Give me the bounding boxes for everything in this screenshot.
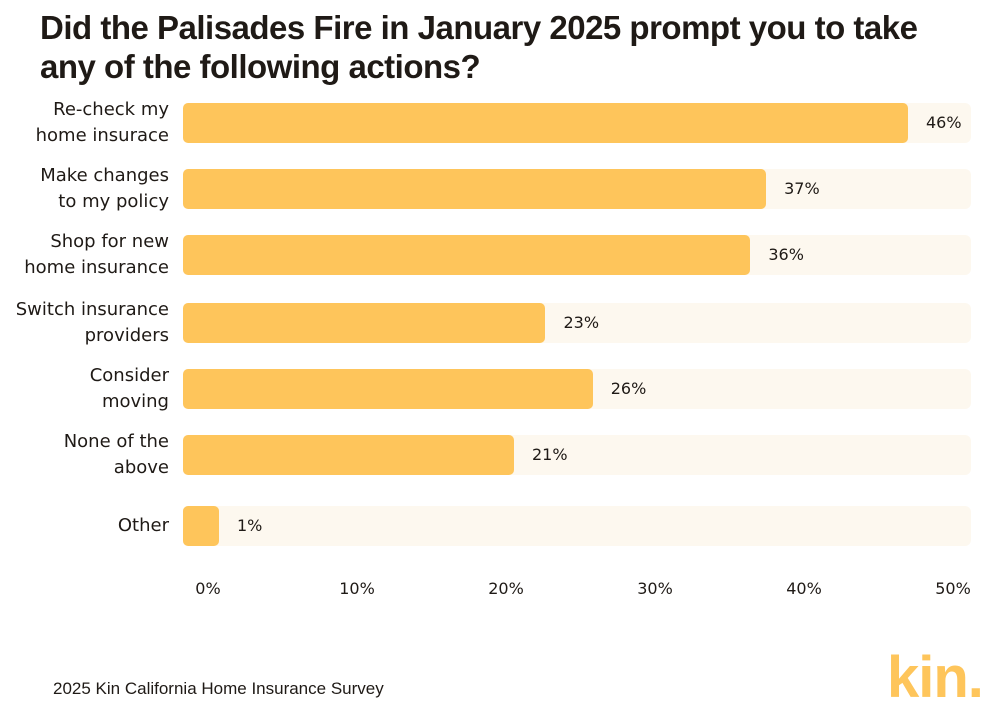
- x-tick-label: 0%: [195, 579, 221, 598]
- category-label: Re-check my home insurace: [0, 97, 169, 149]
- bar-track: [183, 506, 971, 546]
- category-label: Make changes to my policy: [0, 163, 169, 215]
- category-label-line: Consider: [89, 365, 169, 386]
- value-label: 36%: [768, 245, 804, 264]
- bar: [183, 506, 219, 546]
- category-label-line: Other: [117, 515, 169, 536]
- category-label-line: Shop for new: [50, 231, 169, 252]
- category-label-line: None of the: [63, 431, 169, 452]
- category-label-line: Switch insurance: [15, 299, 169, 320]
- value-label: 46%: [925, 113, 962, 132]
- x-tick-label: 30%: [637, 579, 673, 598]
- bar: [183, 369, 593, 409]
- value-label: 1%: [237, 516, 263, 535]
- category-label-line: moving: [101, 391, 169, 412]
- category-label: Shop for new home insurance: [0, 229, 169, 281]
- kin-logo: kin.: [887, 645, 984, 710]
- category-label-line: Re-check my: [53, 99, 169, 120]
- value-label: 37%: [784, 179, 820, 198]
- source-note: 2025 Kin California Home Insurance Surve…: [53, 679, 384, 698]
- category-label: Consider moving: [0, 363, 169, 415]
- category-label: None of the above: [0, 429, 169, 481]
- category-label-line: home insurance: [24, 257, 169, 278]
- bar: [183, 435, 514, 475]
- bar: [183, 169, 767, 209]
- category-label-line: home insurace: [35, 125, 169, 146]
- category-label-line: to my policy: [58, 191, 169, 212]
- category-label-line: providers: [84, 325, 169, 346]
- category-label-line: above: [113, 457, 169, 478]
- chart-title: Did the Palisades Fire in January 2025 p…: [40, 9, 918, 85]
- bar: [183, 235, 751, 275]
- value-label: 23%: [563, 313, 600, 332]
- category-label-line: Make changes: [40, 165, 169, 186]
- x-tick-label: 20%: [488, 579, 524, 598]
- x-tick-label: 10%: [339, 579, 375, 598]
- value-label: 26%: [610, 379, 647, 398]
- x-tick-label: 40%: [786, 579, 822, 598]
- x-tick-label: 50%: [935, 579, 971, 598]
- category-label: Switch insurance providers: [0, 297, 169, 349]
- bar: [183, 103, 908, 143]
- bar: [183, 303, 546, 343]
- category-label: Other: [0, 513, 169, 539]
- value-label: 21%: [531, 445, 568, 464]
